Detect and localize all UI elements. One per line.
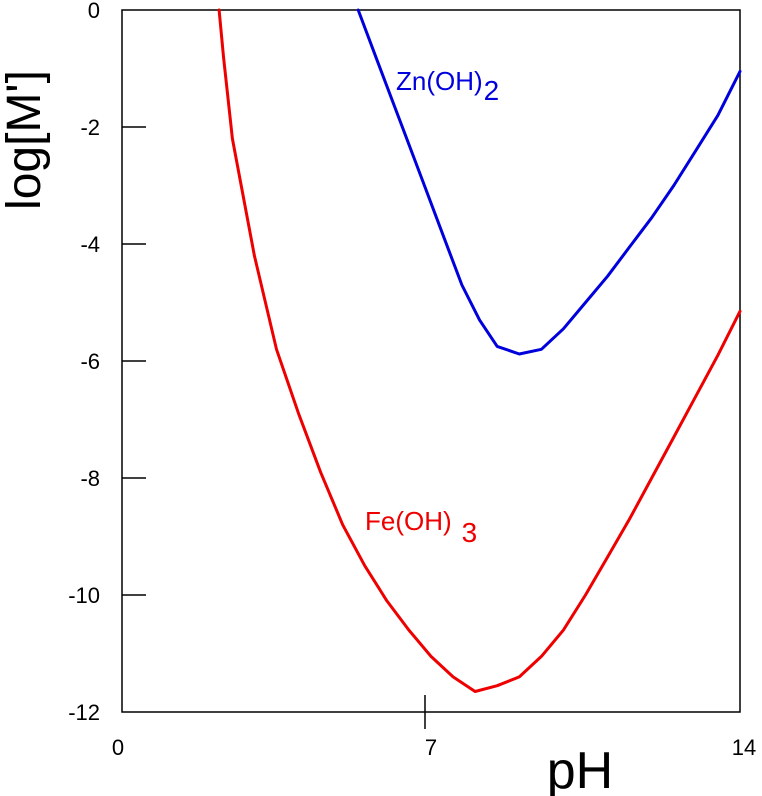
x-tick-label: 14	[732, 735, 756, 760]
y-tick-label: -10	[68, 583, 100, 608]
y-tick-label: -12	[68, 700, 100, 725]
zn-series-label-sub: 2	[484, 75, 500, 106]
zn-oh2-series-line	[356, 8, 742, 356]
x-axis-title: pH	[547, 742, 613, 796]
y-tick-label: -4	[80, 232, 100, 257]
y-tick-label: -6	[80, 349, 100, 374]
fe-oh3-series-line	[217, 8, 742, 693]
series-lines	[217, 8, 742, 693]
fe-series-label-main: Fe(OH)	[365, 506, 452, 536]
zn-series-label: Zn(OH)2	[396, 66, 499, 106]
y-axis-ticks: 0 -2 -4 -6 -8 -10 -12	[68, 0, 146, 725]
y-tick-label: -8	[80, 466, 100, 491]
y-axis-title: log[M']	[0, 70, 51, 210]
plot-frame	[121, 9, 741, 713]
y-tick-label: 0	[88, 0, 100, 23]
fe-series-label: Fe(OH) 3	[365, 506, 477, 548]
zn-series-label-main: Zn(OH)	[396, 66, 483, 96]
fe-series-label-sub: 3	[462, 517, 478, 548]
y-tick-label: -2	[80, 115, 100, 140]
x-axis-tick-labels: 0 7 14	[112, 735, 756, 760]
x-tick-label: 0	[112, 735, 124, 760]
x-tick-label: 7	[425, 735, 437, 760]
